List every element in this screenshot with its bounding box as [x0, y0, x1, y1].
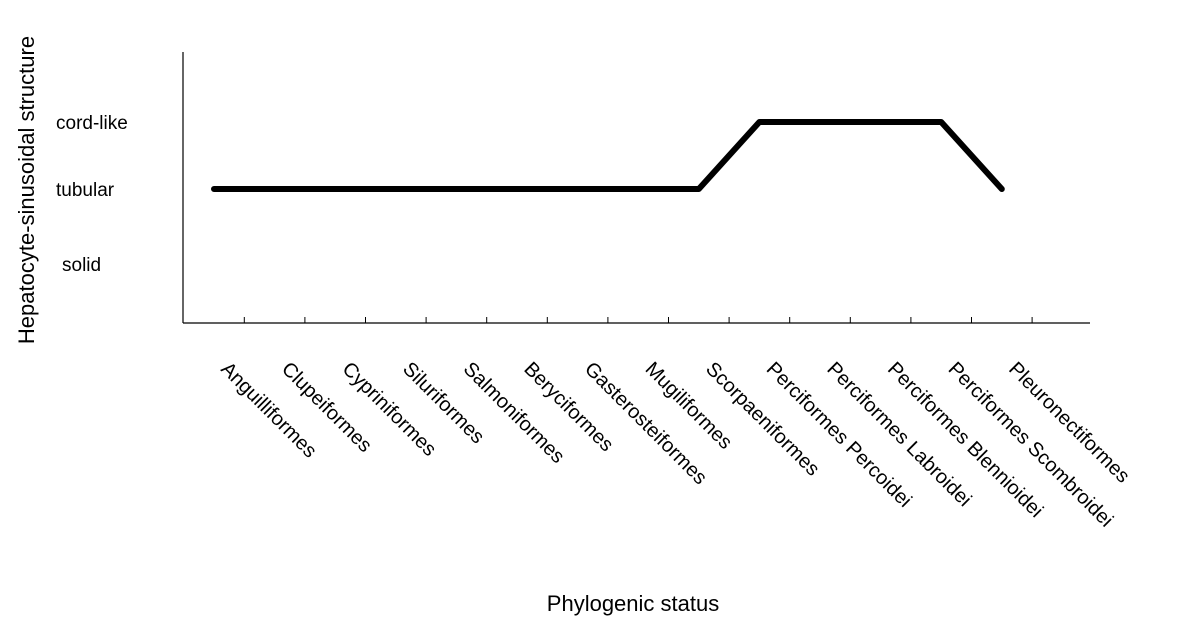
y-tick-labels: solid tubular cord-like [56, 113, 128, 276]
x-tick-marks [243, 317, 1033, 323]
x-category-labels: AnguilliformesClupeiformesCypriniformesS… [216, 358, 1133, 532]
x-category-label: Scorpaeniformes [701, 358, 823, 480]
y-level-label: tubular [56, 180, 115, 201]
series-line [211, 119, 1005, 192]
y-level-label: cord-like [56, 113, 128, 134]
x-axis-title: Phylogenic status [547, 591, 719, 616]
y-axis-title: Hepatocyte-sinusoidal structure [14, 36, 39, 344]
y-level-label: solid [62, 255, 101, 276]
